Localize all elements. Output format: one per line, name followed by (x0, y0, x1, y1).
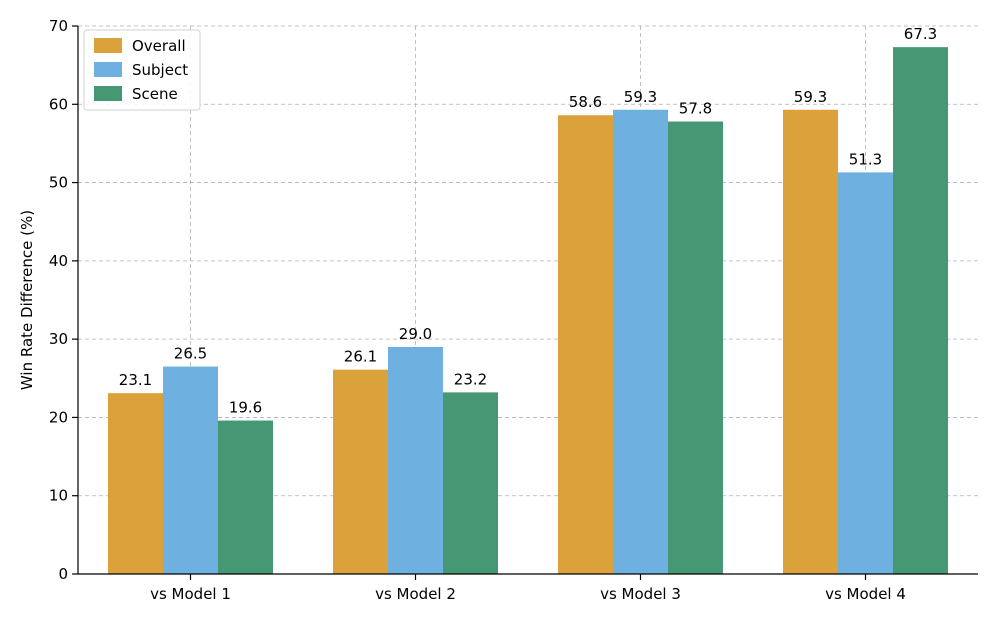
y-tick-label: 60 (49, 95, 68, 113)
y-tick-label: 20 (49, 408, 68, 426)
legend-label: Scene (132, 85, 178, 103)
y-tick-label: 50 (49, 174, 68, 192)
y-tick-label: 40 (49, 252, 68, 270)
x-tick-label: vs Model 4 (825, 585, 906, 603)
data-labels: 23.1 26.1 58.6 59.3 26.5 29.0 59.3 51.3 19.6 23.2… (119, 25, 937, 416)
legend-label: Subject (132, 61, 188, 79)
data-label: 23.1 (119, 371, 152, 389)
data-label: 51.3 (849, 150, 882, 168)
data-label: 67.3 (904, 25, 937, 43)
x-tick-label: vs Model 1 (150, 585, 231, 603)
bar (558, 115, 613, 574)
x-tick-label: vs Model 3 (600, 585, 681, 603)
data-label: 23.2 (454, 370, 487, 388)
bar (388, 346, 443, 574)
data-label: 59.3 (624, 88, 657, 106)
bar (893, 47, 948, 574)
bar (613, 109, 668, 574)
bar (333, 369, 388, 574)
bar (108, 393, 163, 574)
bar (218, 420, 273, 574)
data-label: 59.3 (794, 88, 827, 106)
data-label: 57.8 (679, 100, 712, 118)
data-label: 29.0 (399, 325, 432, 343)
bars (108, 47, 948, 574)
data-label: 26.1 (344, 348, 377, 366)
data-label: 19.6 (229, 399, 262, 417)
legend-label: Overall (132, 37, 186, 55)
data-label: 26.5 (174, 345, 207, 363)
y-axis-label: Win Rate Difference (%) (18, 210, 36, 390)
legend-swatch (94, 62, 122, 77)
bar (443, 392, 498, 574)
y-tick-label: 10 (49, 487, 68, 505)
y-tick-label: 70 (49, 17, 68, 35)
bar (783, 109, 838, 574)
axes: 0 10 20 30 40 50 60 70 vs Model 1 vs Model 2 vs Mo… (49, 17, 978, 603)
bar (163, 366, 218, 574)
y-tick-label: 0 (58, 565, 68, 583)
legend-swatch (94, 38, 122, 53)
y-tick-label: 30 (49, 330, 68, 348)
legend-swatch (94, 86, 122, 101)
data-label: 58.6 (569, 93, 602, 111)
bar (838, 172, 893, 574)
legend: Overall Subject Scene (83, 29, 201, 111)
bar (668, 121, 723, 574)
x-tick-label: vs Model 2 (375, 585, 456, 603)
